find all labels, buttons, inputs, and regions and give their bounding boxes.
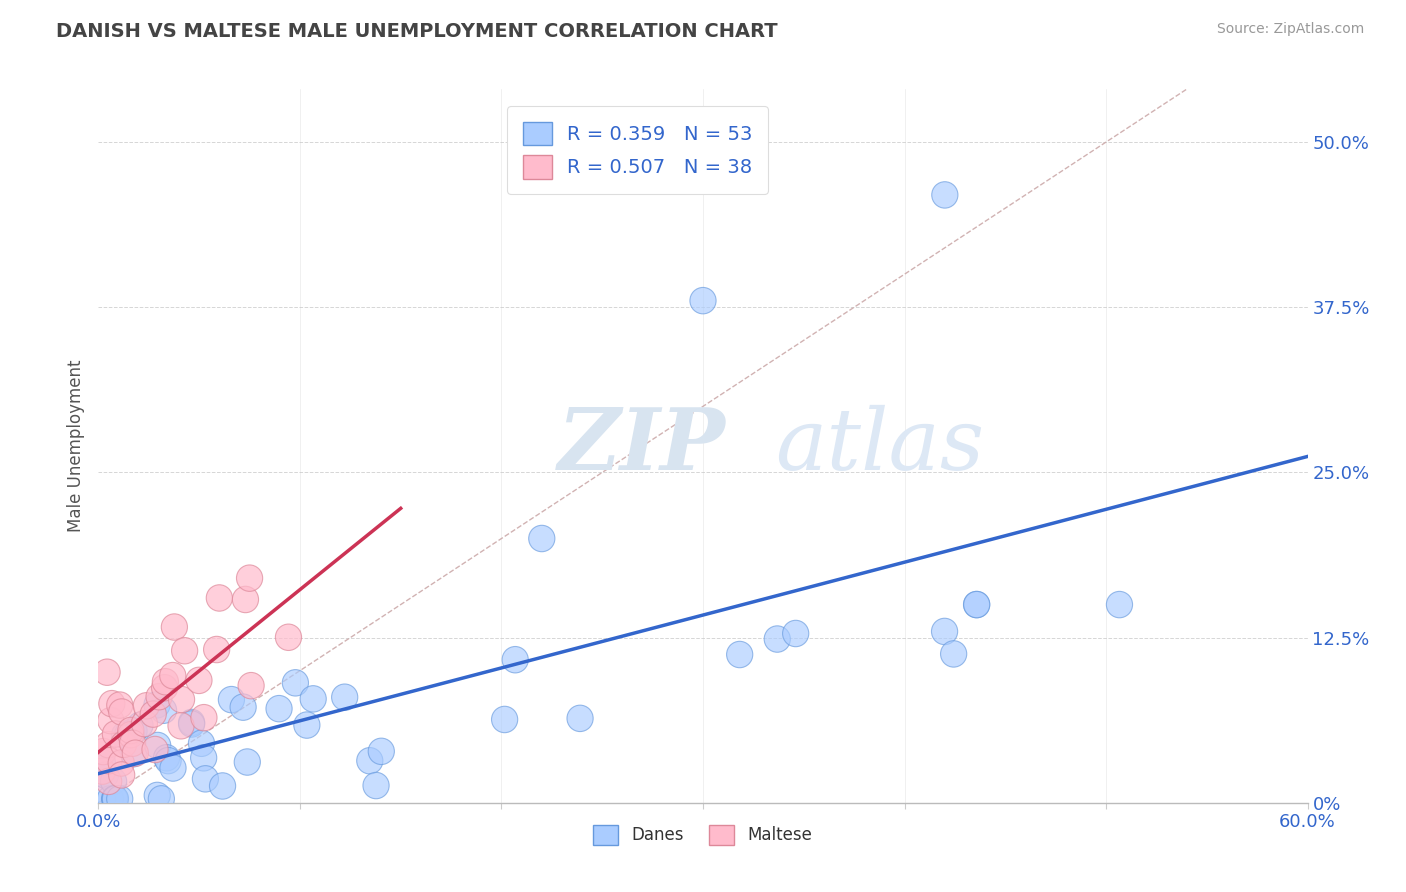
Ellipse shape xyxy=(141,701,166,727)
Ellipse shape xyxy=(502,647,529,673)
Ellipse shape xyxy=(115,721,141,747)
Ellipse shape xyxy=(90,786,115,812)
Legend: Danes, Maltese: Danes, Maltese xyxy=(586,818,820,852)
Ellipse shape xyxy=(186,667,212,694)
Ellipse shape xyxy=(162,614,187,640)
Ellipse shape xyxy=(131,710,157,737)
Ellipse shape xyxy=(235,748,260,775)
Ellipse shape xyxy=(103,786,128,812)
Y-axis label: Male Unemployment: Male Unemployment xyxy=(66,359,84,533)
Ellipse shape xyxy=(94,659,120,685)
Ellipse shape xyxy=(108,762,135,789)
Ellipse shape xyxy=(145,782,170,809)
Ellipse shape xyxy=(266,696,292,722)
Ellipse shape xyxy=(963,591,990,618)
Ellipse shape xyxy=(179,711,205,737)
Ellipse shape xyxy=(98,690,125,717)
Ellipse shape xyxy=(111,731,136,757)
Ellipse shape xyxy=(941,640,967,667)
Ellipse shape xyxy=(931,618,957,645)
Ellipse shape xyxy=(363,772,389,798)
Ellipse shape xyxy=(142,736,169,763)
Ellipse shape xyxy=(152,674,177,701)
Ellipse shape xyxy=(90,739,117,764)
Ellipse shape xyxy=(127,712,153,739)
Ellipse shape xyxy=(143,691,170,718)
Ellipse shape xyxy=(107,692,134,718)
Ellipse shape xyxy=(146,683,172,710)
Ellipse shape xyxy=(111,722,138,748)
Ellipse shape xyxy=(167,713,194,739)
Ellipse shape xyxy=(191,745,217,771)
Ellipse shape xyxy=(368,738,395,764)
Text: DANISH VS MALTESE MALE UNEMPLOYMENT CORRELATION CHART: DANISH VS MALTESE MALE UNEMPLOYMENT CORR… xyxy=(56,22,778,41)
Ellipse shape xyxy=(93,762,118,789)
Ellipse shape xyxy=(103,721,128,747)
Ellipse shape xyxy=(207,585,232,611)
Ellipse shape xyxy=(90,749,115,776)
Ellipse shape xyxy=(97,707,124,734)
Ellipse shape xyxy=(191,705,217,731)
Ellipse shape xyxy=(209,772,236,799)
Text: ZIP: ZIP xyxy=(558,404,725,488)
Ellipse shape xyxy=(238,673,264,698)
Ellipse shape xyxy=(690,287,716,314)
Ellipse shape xyxy=(134,692,159,719)
Ellipse shape xyxy=(172,638,198,664)
Ellipse shape xyxy=(567,706,593,731)
Ellipse shape xyxy=(155,747,181,774)
Ellipse shape xyxy=(765,626,790,652)
Ellipse shape xyxy=(145,732,170,759)
Ellipse shape xyxy=(727,641,752,668)
Ellipse shape xyxy=(932,182,957,208)
Ellipse shape xyxy=(492,706,517,732)
Ellipse shape xyxy=(118,717,143,744)
Ellipse shape xyxy=(231,694,256,721)
Ellipse shape xyxy=(179,709,205,736)
Ellipse shape xyxy=(121,740,146,767)
Ellipse shape xyxy=(160,663,186,689)
Ellipse shape xyxy=(232,586,259,613)
Ellipse shape xyxy=(193,765,218,792)
Ellipse shape xyxy=(97,786,124,812)
Ellipse shape xyxy=(90,758,115,784)
Ellipse shape xyxy=(121,718,148,744)
Ellipse shape xyxy=(276,624,301,650)
Ellipse shape xyxy=(963,591,990,618)
Ellipse shape xyxy=(101,786,128,812)
Ellipse shape xyxy=(150,697,177,723)
Ellipse shape xyxy=(529,525,555,552)
Ellipse shape xyxy=(122,740,149,766)
Ellipse shape xyxy=(294,712,321,739)
Ellipse shape xyxy=(218,687,245,713)
Ellipse shape xyxy=(120,730,146,756)
Ellipse shape xyxy=(153,745,180,771)
Ellipse shape xyxy=(299,686,326,712)
Ellipse shape xyxy=(188,730,215,756)
Ellipse shape xyxy=(107,786,132,812)
Ellipse shape xyxy=(100,768,127,795)
Ellipse shape xyxy=(1107,591,1133,618)
Ellipse shape xyxy=(96,768,122,795)
Ellipse shape xyxy=(108,698,135,725)
Ellipse shape xyxy=(148,786,174,812)
Text: Source: ZipAtlas.com: Source: ZipAtlas.com xyxy=(1216,22,1364,37)
Ellipse shape xyxy=(236,565,263,591)
Ellipse shape xyxy=(96,747,122,774)
Ellipse shape xyxy=(118,722,143,747)
Ellipse shape xyxy=(169,686,194,713)
Text: atlas: atlas xyxy=(776,405,984,487)
Ellipse shape xyxy=(160,755,186,781)
Ellipse shape xyxy=(103,786,128,812)
Ellipse shape xyxy=(96,731,121,758)
Ellipse shape xyxy=(332,684,357,710)
Ellipse shape xyxy=(204,636,229,663)
Ellipse shape xyxy=(152,668,179,695)
Ellipse shape xyxy=(108,750,135,776)
Ellipse shape xyxy=(783,620,808,647)
Ellipse shape xyxy=(357,747,382,774)
Ellipse shape xyxy=(283,670,308,696)
